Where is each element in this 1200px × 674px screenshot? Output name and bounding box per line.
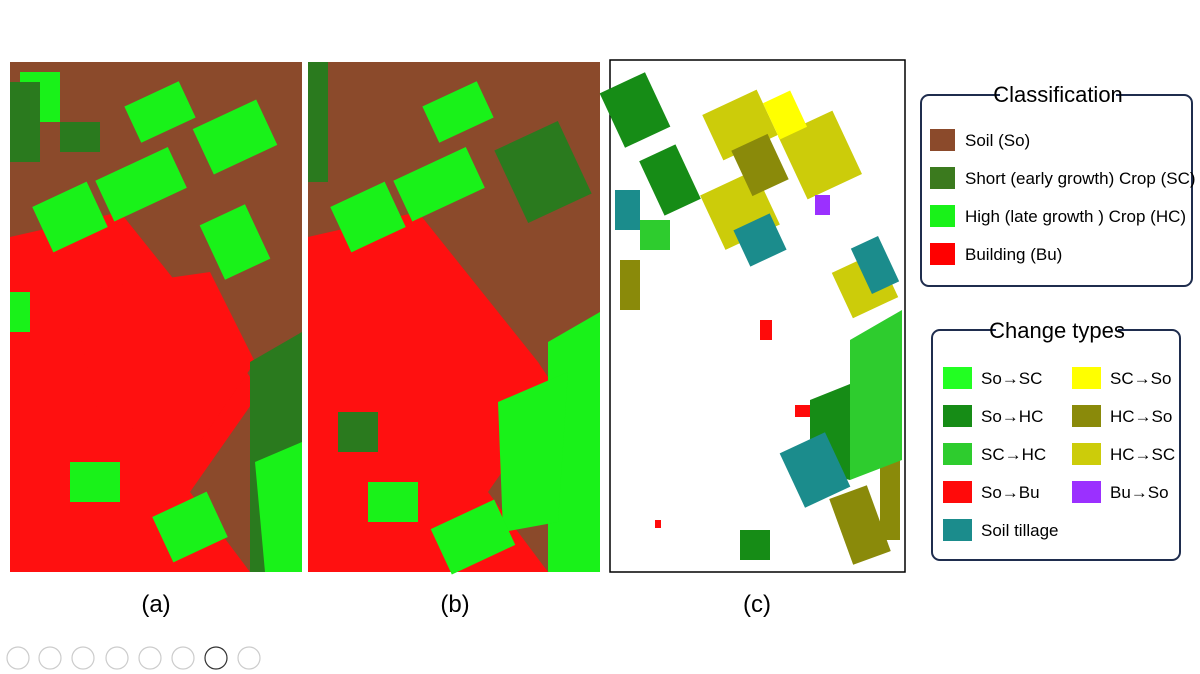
more-button[interactable] xyxy=(237,646,261,670)
legend-label: Bu→So xyxy=(1110,483,1169,502)
legend-label: HC→So xyxy=(1110,407,1172,426)
legend-label: So→Bu xyxy=(981,483,1040,502)
slides-button[interactable] xyxy=(105,646,129,670)
legend-label: Building (Bu) xyxy=(965,245,1062,264)
subtitles-button[interactable] xyxy=(171,646,195,670)
legend-swatch xyxy=(930,129,955,151)
panel-label: (a) xyxy=(141,591,170,618)
legend-label: Soil (So) xyxy=(965,131,1030,150)
legend-swatch xyxy=(930,167,955,189)
legend-title: Classification xyxy=(993,82,1123,107)
map-a xyxy=(10,62,302,572)
legend-swatch xyxy=(943,443,972,465)
legend-label: Soil tillage xyxy=(981,521,1059,540)
legend-label: HC→SC xyxy=(1110,445,1175,464)
zoom-button[interactable] xyxy=(138,646,162,670)
legend-label: Short (early growth) Crop (SC) xyxy=(965,169,1196,188)
legend-swatch xyxy=(943,481,972,503)
panel-label: (b) xyxy=(440,591,469,618)
legend-title: Change types xyxy=(989,318,1125,343)
legend-swatch xyxy=(943,519,972,541)
legend-swatch xyxy=(930,205,955,227)
slideshow-toolbar xyxy=(6,646,261,670)
next-button[interactable] xyxy=(38,646,62,670)
legend-swatch xyxy=(930,243,955,265)
legend-label: SC→So xyxy=(1110,369,1171,388)
legend-swatch xyxy=(1072,443,1101,465)
panel-label: (c) xyxy=(743,591,771,618)
map-b xyxy=(308,62,600,575)
legend-label: So→HC xyxy=(981,407,1043,426)
legend-label: SC→HC xyxy=(981,445,1046,464)
legend-label: So→SC xyxy=(981,369,1042,388)
legend-swatch xyxy=(1072,367,1101,389)
legend-label: High (late growth ) Crop (HC) xyxy=(965,207,1186,226)
legend-swatch xyxy=(1072,481,1101,503)
camera-button[interactable] xyxy=(204,646,228,670)
map-c xyxy=(599,59,906,573)
legend-swatch xyxy=(1072,405,1101,427)
prev-button[interactable] xyxy=(6,646,30,670)
pen-button[interactable] xyxy=(71,646,95,670)
legend-swatch xyxy=(943,405,972,427)
legend-swatch xyxy=(943,367,972,389)
